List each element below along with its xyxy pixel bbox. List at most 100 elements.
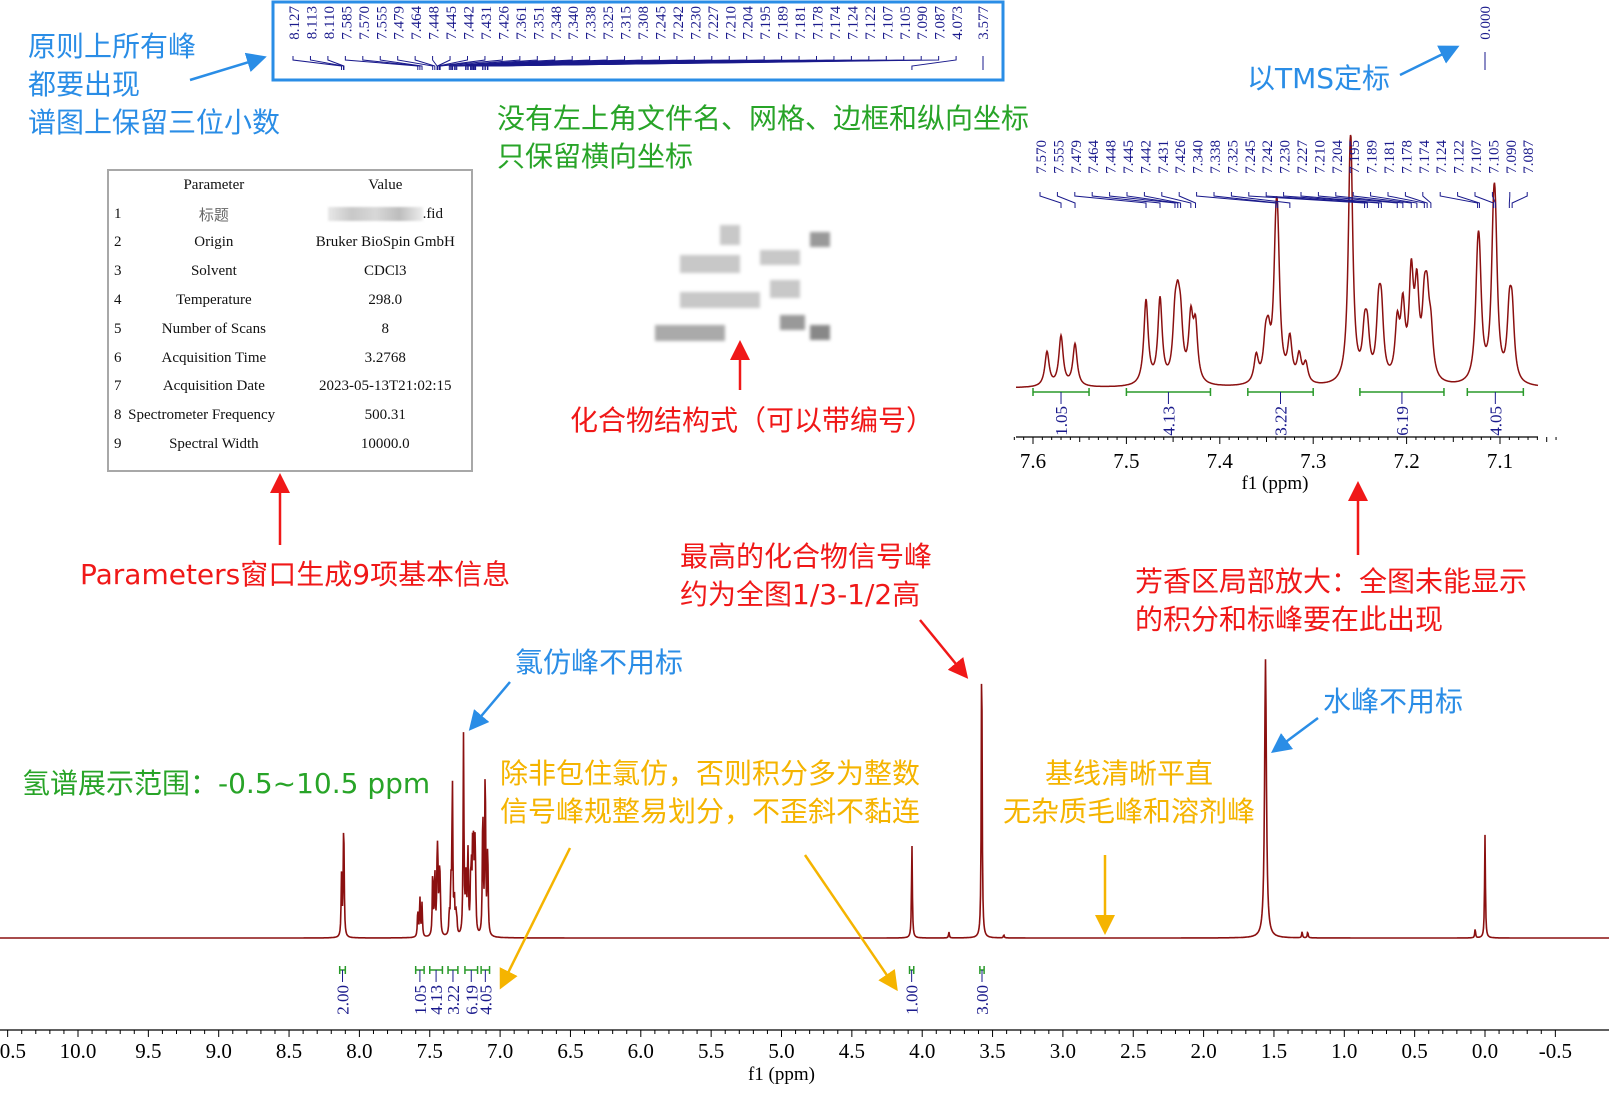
inset-peak-label-leader (1387, 192, 1425, 208)
inset-peak-label-leader (1265, 192, 1368, 208)
inset-peak-label-leader (1248, 192, 1366, 208)
annotation-all-peaks: 原则上所有峰 都要出现 谱图上保留三位小数 (28, 30, 281, 139)
inset-peak-label-leader (1230, 192, 1291, 208)
peak-label: 7.340 (566, 6, 582, 40)
x-tick-label: 0.0 (1472, 1039, 1498, 1063)
inset-peak-label: 7.210 (1312, 140, 1328, 174)
inset-peak-label: 7.448 (1104, 140, 1120, 174)
peak-label: 7.555 (374, 6, 390, 40)
param-row: 3 Solvent CDCl3 (114, 263, 407, 280)
peak-label: 7.448 (427, 6, 443, 40)
inset-peak-label-leader (1474, 192, 1494, 208)
annotation-baseline: 基线清晰平直 无杂质毛峰和溶剂峰 (1002, 757, 1255, 828)
peak-label: 4.073 (950, 6, 966, 40)
param-row: 8 Spectrometer Frequency 500.31 (114, 407, 406, 424)
peak-label: 7.181 (793, 6, 809, 40)
peak-label-leader (437, 56, 468, 70)
inset-peak-label: 7.178 (1399, 140, 1415, 174)
peak-label-leader (379, 56, 423, 70)
inset-peak-label: 7.181 (1382, 140, 1398, 174)
inset-integral-value: 6.19 (1393, 406, 1412, 436)
inset-x-tick-label: 7.3 (1300, 449, 1326, 473)
peak-label-leader (487, 56, 940, 70)
peak-label: 8.110 (322, 6, 338, 39)
annotation-no-border: 没有左上角文件名、网格、边框和纵向坐标 只保留横向坐标 (497, 102, 1030, 173)
inset-x-tick-label: 7.5 (1113, 449, 1139, 473)
blurred-structure-image (650, 220, 835, 350)
inset-peak-label-leader (1352, 192, 1412, 208)
peak-label: 7.325 (601, 6, 617, 40)
annotation-tms: 以TMS定标 (1247, 62, 1391, 95)
peak-label: 7.230 (688, 6, 704, 40)
arrow-integral-left (499, 847, 572, 990)
peak-label: 7.431 (479, 6, 495, 40)
integral-value: 3.22 (444, 985, 463, 1015)
inset-peak-label-leader (1439, 192, 1479, 208)
peak-label: 7.479 (392, 6, 408, 40)
inset-peak-label: 7.445 (1121, 140, 1137, 174)
inset-peak-label: 7.479 (1069, 140, 1085, 174)
inset-peak-label-leader (1213, 192, 1279, 208)
integral-value: 1.00 (903, 985, 922, 1015)
inset-peak-label-leader (1056, 192, 1076, 208)
peak-label: 7.105 (898, 6, 914, 40)
peak-label-tms: 0.000 (1478, 6, 1494, 40)
inset-x-tick-label: 7.1 (1487, 449, 1513, 473)
x-tick-label: 9.5 (135, 1039, 161, 1063)
integral-value: 1.05 (411, 985, 430, 1015)
peak-label: 7.351 (531, 6, 547, 40)
inset-peak-label-leader (1039, 192, 1062, 208)
param-row: 1 标题 .fid (114, 205, 443, 224)
inset-peak-label: 7.464 (1086, 140, 1102, 174)
peak-label: 7.245 (653, 6, 669, 40)
param-row: 4 Temperature 298.0 (114, 292, 403, 309)
peak-label: 7.189 (776, 6, 792, 40)
inset-peak-label: 7.555 (1051, 140, 1067, 174)
arrow-water (1270, 716, 1319, 753)
inset-peak-label: 7.245 (1243, 140, 1259, 174)
param-row: 5 Number of Scans 8 (114, 320, 390, 337)
inset-peak-label: 7.325 (1225, 140, 1241, 174)
inset-peak-label-leader (1335, 192, 1404, 208)
peak-label: 7.585 (339, 6, 355, 40)
param-row: 2 Origin Bruker BioSpin GmbH (114, 234, 455, 251)
peak-label: 7.464 (409, 6, 425, 40)
peak-label: 7.348 (549, 6, 565, 40)
x-tick-label: 9.0 (206, 1039, 232, 1063)
arrow-chloroform (468, 681, 511, 731)
x-tick-label: 4.0 (909, 1039, 935, 1063)
peak-label: 7.195 (758, 6, 774, 40)
annotation-params: Parameters窗口生成9项基本信息 (80, 558, 511, 591)
peak-label-leader (292, 56, 343, 70)
inset-peak-label-leader (1126, 192, 1179, 208)
inset-peak-label: 7.340 (1191, 140, 1207, 174)
x-tick-label: 10.5 (0, 1039, 26, 1063)
peak-label: 7.178 (811, 6, 827, 40)
x-axis-title: f1 (ppm) (748, 1064, 815, 1085)
x-tick-label: 1.0 (1331, 1039, 1357, 1063)
arrow-tms (1399, 45, 1460, 77)
peak-label: 7.090 (915, 6, 931, 40)
inset-x-tick-label: 7.6 (1020, 449, 1046, 473)
inset-peak-label-leader (1300, 192, 1382, 208)
peak-label-leader (439, 56, 503, 70)
inset-peak-label: 7.570 (1034, 140, 1050, 174)
annotation-structure: 化合物结构式（可以带编号） (570, 404, 935, 437)
peak-label-leader (344, 56, 419, 70)
x-tick-label: 10.0 (60, 1039, 97, 1063)
inset-peak-label-leader (1317, 192, 1398, 208)
inset-peak-label: 7.242 (1260, 140, 1276, 174)
inset-peak-label-leader (1161, 192, 1192, 208)
peak-label: 7.426 (496, 6, 512, 40)
inset-peak-label-leader (1143, 192, 1182, 208)
peak-label-leader (911, 56, 957, 70)
inset-peak-label: 7.105 (1486, 140, 1502, 174)
spectrum-trace (0, 659, 1609, 939)
x-tick-label: 8.5 (276, 1039, 302, 1063)
inset-peak-label-leader (1074, 192, 1147, 208)
peak-label: 7.442 (462, 6, 478, 40)
peak-label: 7.087 (933, 6, 949, 40)
param-row: 9 Spectral Width 10000.0 (114, 436, 410, 453)
inset-peak-label: 7.431 (1156, 140, 1172, 174)
inset-peak-label: 7.122 (1452, 140, 1468, 174)
